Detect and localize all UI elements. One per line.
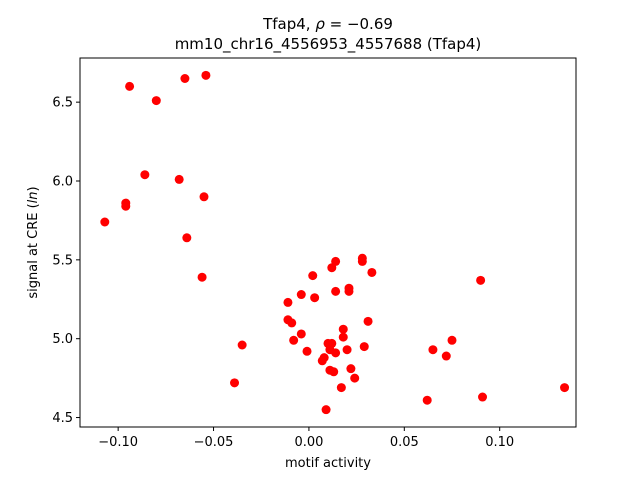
data-point	[447, 335, 457, 345]
y-axis: 4.5 5.0 5.5 6.0 6.5	[52, 96, 80, 426]
x-axis-title: motif activity	[285, 456, 371, 471]
data-point	[182, 233, 192, 243]
data-point	[201, 70, 211, 80]
data-point	[331, 348, 341, 358]
data-point	[174, 174, 184, 184]
data-point	[197, 272, 207, 282]
y-axis-title: signal at CRE (ln)	[26, 186, 41, 298]
x-tick-label: −0.10	[98, 435, 138, 450]
data-point	[350, 373, 360, 383]
data-point	[283, 297, 293, 307]
data-point	[346, 364, 356, 374]
data-point	[357, 253, 367, 263]
data-point	[199, 192, 209, 202]
data-point	[342, 345, 352, 355]
y-tick-label: 6.5	[52, 96, 73, 111]
plot-area	[100, 70, 570, 415]
data-point	[331, 286, 341, 296]
data-point	[180, 74, 190, 83]
chart-title-line1: Tfap4, ρ = −0.69	[262, 15, 393, 33]
data-point	[367, 267, 377, 277]
data-point	[230, 378, 240, 388]
data-point	[422, 395, 432, 405]
data-point	[308, 271, 318, 281]
data-point	[344, 283, 354, 293]
x-tick-label: 0.05	[390, 435, 419, 450]
data-point	[310, 293, 320, 303]
data-point	[329, 367, 339, 377]
data-point	[327, 338, 337, 348]
data-point	[428, 345, 438, 355]
data-point	[336, 383, 346, 393]
data-point	[296, 329, 306, 339]
data-point	[125, 81, 135, 91]
x-tick-label: 0.10	[485, 435, 514, 450]
data-point	[289, 335, 299, 345]
data-point	[331, 256, 341, 266]
data-point	[151, 96, 161, 106]
x-tick-label: 0.00	[294, 435, 323, 450]
data-point	[476, 275, 486, 285]
data-point	[478, 392, 488, 402]
y-tick-label: 4.5	[52, 411, 73, 426]
data-point	[363, 316, 373, 326]
chart-title-line2: mm10_chr16_4556953_4557688 (Tfap4)	[175, 35, 482, 54]
data-point	[287, 318, 297, 328]
data-point	[319, 353, 329, 363]
axes-frame	[79, 57, 577, 428]
data-point	[338, 324, 348, 334]
x-axis: −0.10 −0.05 0.00 0.05 0.10	[98, 427, 514, 450]
data-point	[140, 170, 150, 180]
y-tick-label: 6.0	[52, 175, 73, 190]
y-tick-label: 5.5	[52, 253, 73, 268]
data-point	[338, 332, 348, 342]
data-point	[100, 217, 110, 227]
x-tick-label: −0.05	[194, 435, 234, 450]
data-point	[321, 405, 331, 415]
data-point	[441, 351, 451, 361]
y-tick-label: 5.0	[52, 332, 73, 347]
data-point	[560, 383, 570, 393]
data-point	[359, 342, 369, 352]
data-point	[302, 346, 312, 356]
data-point	[121, 201, 131, 211]
data-point	[237, 340, 247, 350]
data-point	[296, 290, 306, 300]
